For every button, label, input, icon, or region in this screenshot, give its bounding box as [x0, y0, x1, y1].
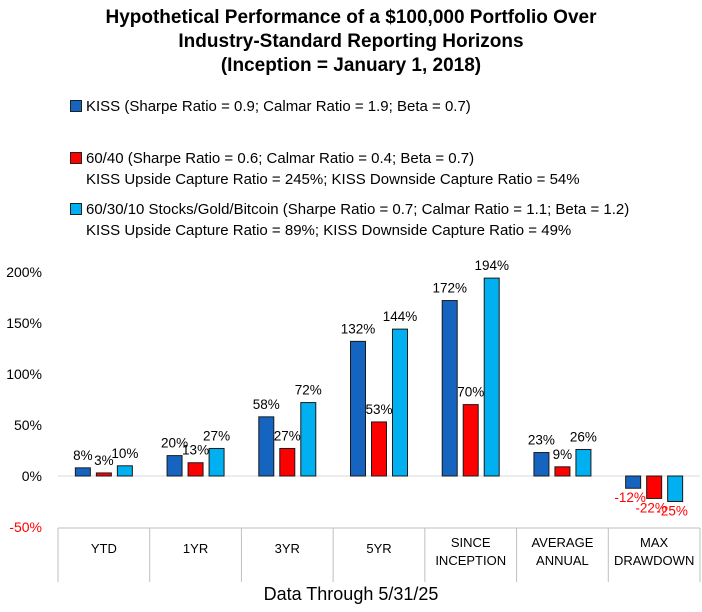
- y-tick-label: 0%: [22, 468, 42, 484]
- y-tick-label: 200%: [6, 264, 42, 280]
- data-label: 58%: [253, 397, 280, 412]
- x-category-label: 3YR: [275, 541, 300, 556]
- data-label: 72%: [295, 383, 322, 398]
- x-category-label: SINCE: [451, 535, 491, 550]
- bar-kiss: [258, 416, 275, 477]
- y-tick-label: -50%: [9, 519, 42, 535]
- x-category-label: DRAWDOWN: [614, 553, 694, 568]
- legend-swatch-kiss: [70, 100, 82, 112]
- bar-kiss: [74, 467, 91, 477]
- data-through-note: Data Through 5/31/25: [263, 584, 439, 604]
- bar-60-40: [462, 404, 479, 477]
- data-label: 53%: [365, 402, 392, 417]
- bar-60-30-10-stocks-gold-bitcoin: [392, 328, 408, 477]
- bar-60-30-10-stocks-gold-bitcoin: [116, 465, 133, 477]
- legend-sub-60-40: KISS Upside Capture Ratio = 245%; KISS D…: [86, 171, 580, 188]
- x-category-label: INCEPTION: [435, 553, 506, 568]
- bar-kiss: [166, 455, 183, 477]
- legend-label-60-30-10: 60/30/10 Stocks/Gold/Bitcoin (Sharpe Rat…: [86, 201, 630, 218]
- bar-kiss: [441, 300, 458, 477]
- data-label: -12%: [614, 490, 646, 505]
- y-tick-label: 150%: [6, 315, 42, 331]
- data-label: 144%: [383, 309, 418, 324]
- x-category-label: MAX: [640, 535, 669, 550]
- legend-label-kiss: KISS (Sharpe Ratio = 0.9; Calmar Ratio =…: [86, 98, 471, 115]
- bar-60-30-10-stocks-gold-bitcoin: [575, 448, 592, 477]
- chart-title-line-2: Industry-Standard Reporting Horizons: [178, 31, 524, 52]
- legend-swatch-60-40: [70, 152, 82, 164]
- bar-kiss: [533, 452, 550, 477]
- x-category-label: 1YR: [183, 541, 208, 556]
- bar-60-40: [95, 472, 112, 477]
- chart-title-line-3: (Inception = January 1, 2018): [220, 55, 482, 76]
- x-category-label: AVERAGE: [531, 535, 593, 550]
- chart-title-line-1: Hypothetical Performance of a $100,000 P…: [105, 7, 597, 28]
- bar-kiss: [625, 475, 642, 489]
- data-label: 27%: [203, 428, 230, 443]
- data-label: 172%: [432, 281, 467, 296]
- data-label: 10%: [111, 446, 138, 461]
- legend-label-60-40: 60/40 (Sharpe Ratio = 0.6; Calmar Ratio …: [86, 150, 475, 167]
- bar-60-30-10-stocks-gold-bitcoin: [208, 447, 225, 477]
- bar-60-30-10-stocks-gold-bitcoin: [483, 277, 500, 477]
- x-category-label: ANNUAL: [536, 553, 589, 568]
- data-label: 13%: [182, 443, 209, 458]
- data-label: 23%: [528, 433, 555, 448]
- y-tick-label: 100%: [6, 366, 42, 382]
- bar-60-40: [187, 462, 204, 477]
- bar-60-30-10-stocks-gold-bitcoin: [667, 475, 684, 502]
- bar-60-30-10-stocks-gold-bitcoin: [300, 402, 317, 477]
- data-label: 194%: [474, 258, 509, 273]
- data-label: 70%: [457, 385, 484, 400]
- bar-kiss: [350, 340, 366, 477]
- bar-60-40: [554, 466, 571, 477]
- data-label: 8%: [73, 448, 93, 463]
- data-label: -22%: [635, 500, 667, 515]
- bar-60-40: [371, 421, 387, 477]
- data-label: 27%: [274, 428, 301, 443]
- x-category-label: 5YR: [366, 541, 391, 556]
- x-category-label: YTD: [91, 541, 117, 556]
- bar-60-40: [646, 475, 663, 499]
- data-label: 26%: [570, 429, 597, 444]
- data-label: 20%: [161, 436, 188, 451]
- data-label: -25%: [656, 504, 688, 519]
- bar-60-40: [279, 447, 296, 477]
- y-tick-label: 50%: [14, 417, 42, 433]
- legend-swatch-60-30-10: [70, 203, 82, 215]
- data-label: 3%: [94, 453, 114, 468]
- data-label: 9%: [553, 447, 573, 462]
- legend-sub-60-30-10: KISS Upside Capture Ratio = 89%; KISS Do…: [86, 222, 572, 239]
- data-label: 132%: [341, 321, 376, 336]
